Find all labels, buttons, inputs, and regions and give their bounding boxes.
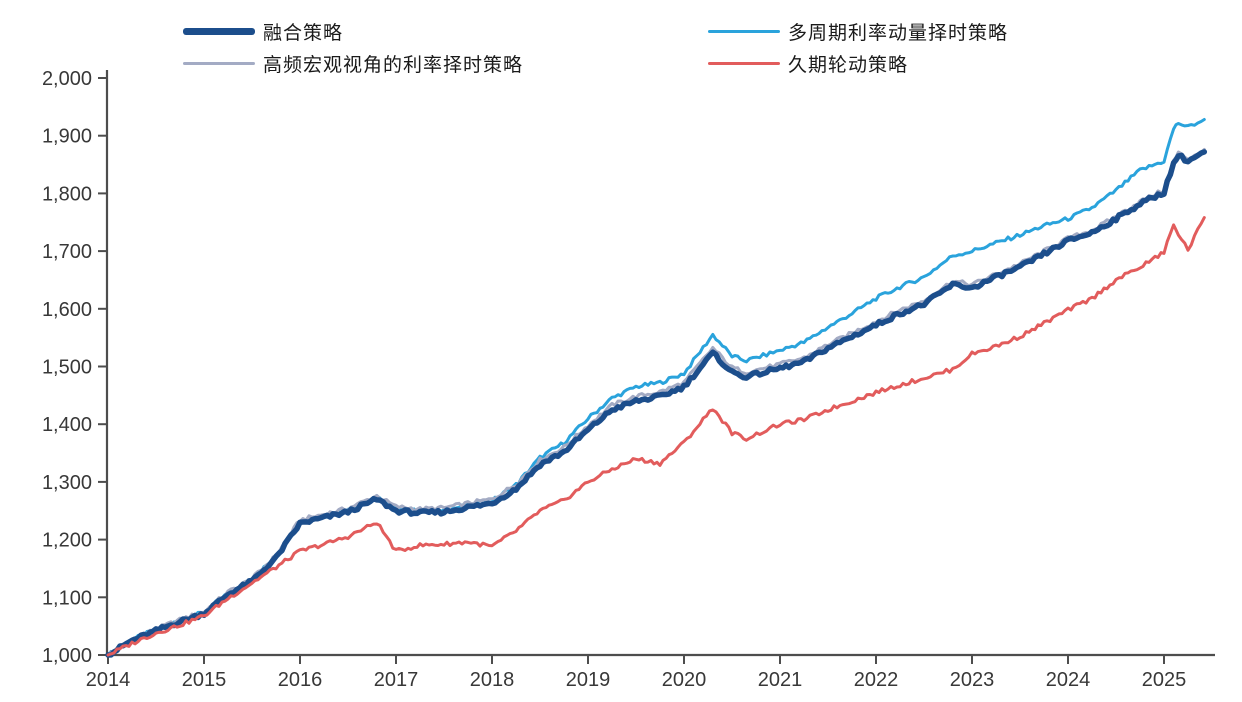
x-axis-tick-label: 2023 xyxy=(950,669,995,691)
series-line-jiuqi xyxy=(106,216,1206,657)
legend-label: 久期轮动策略 xyxy=(788,53,909,76)
legend-line-swatch-red xyxy=(708,61,780,65)
y-axis-tick-label: 1,900 xyxy=(42,126,92,148)
legend-line-swatch-cyan xyxy=(708,29,780,33)
legend-item-fusion-strategy: 融合策略 xyxy=(183,20,344,44)
x-axis-tick-label: 2022 xyxy=(854,669,899,691)
legend-label: 多周期利率动量择时策略 xyxy=(788,21,1009,44)
legend-item-duration-rotation-strategy: 久期轮动策略 xyxy=(708,52,909,76)
chart-series-lines xyxy=(105,118,1208,658)
y-axis-tick-label: 1,400 xyxy=(42,414,92,436)
series-line-gaopin xyxy=(106,148,1206,657)
legend-item-multicycle-momentum-strategy: 多周期利率动量择时策略 xyxy=(708,20,1009,44)
y-axis-tick-label: 1,300 xyxy=(42,472,92,494)
x-axis-tick-label: 2017 xyxy=(374,669,419,691)
y-axis-tick-label: 1,800 xyxy=(42,183,92,205)
legend-item-highfreq-macro-strategy: 高频宏观视角的利率择时策略 xyxy=(183,52,524,76)
x-axis-tick-label: 2014 xyxy=(86,669,131,691)
legend-label: 融合策略 xyxy=(263,21,344,44)
y-axis-tick-label: 1,200 xyxy=(42,530,92,552)
x-axis-tick-label: 2021 xyxy=(758,669,803,691)
series-line-duoqhouqi xyxy=(106,118,1206,657)
legend-line-swatch-navy xyxy=(183,27,255,35)
y-axis-tick-label: 1,100 xyxy=(42,587,92,609)
series-line-ronghe xyxy=(105,149,1208,658)
chart-axes: 1,000 1,100 1,200 1,300 1,400 1,500 1,600 1,700… xyxy=(42,68,1215,691)
y-axis-tick-label: 1,600 xyxy=(42,299,92,321)
legend-label: 高频宏观视角的利率择时策略 xyxy=(263,53,524,76)
y-axis-tick-label: 1,700 xyxy=(42,241,92,263)
y-axis-tick-label: 2,000 xyxy=(42,68,92,90)
x-axis-tick-label: 2020 xyxy=(662,669,707,691)
y-axis-tick-label: 1,500 xyxy=(42,357,92,379)
x-axis-tick-label: 2024 xyxy=(1046,669,1091,691)
legend-line-swatch-gray xyxy=(183,61,255,65)
x-axis-tick-label: 2025 xyxy=(1142,669,1187,691)
x-axis-tick-label: 2019 xyxy=(566,669,611,691)
x-axis-tick-label: 2018 xyxy=(470,669,515,691)
x-axis-tick-label: 2015 xyxy=(182,669,227,691)
x-axis-tick-label: 2016 xyxy=(278,669,323,691)
chart-legend: 融合策略 多周期利率动量择时策略 高频宏观视角的利率择时策略 久期轮动策略 xyxy=(0,0,1242,80)
y-axis-tick-label: 1,000 xyxy=(42,645,92,667)
